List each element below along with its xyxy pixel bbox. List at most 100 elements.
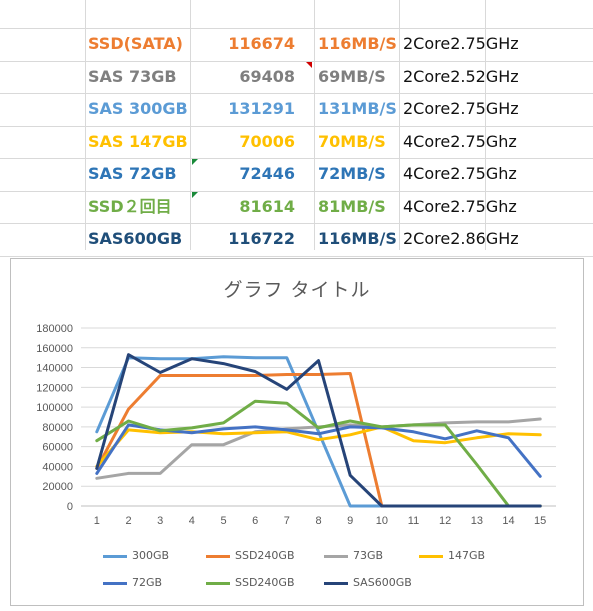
legend-item[interactable]: 300GB <box>103 549 169 563</box>
cpu-cell[interactable]: 4Core2.75Ghz <box>403 164 517 183</box>
grid-row-line <box>0 191 593 192</box>
legend-label: 300GB <box>132 549 170 562</box>
grid-column-line <box>190 0 191 250</box>
score-cell[interactable]: 81614 <box>239 197 295 216</box>
legend-swatch <box>103 554 127 558</box>
y-tick-label: 160000 <box>36 343 73 355</box>
x-tick-label: 14 <box>502 515 514 527</box>
speed-cell[interactable]: 72MB/S <box>318 164 386 183</box>
legend-label: SSD240GB <box>235 549 295 562</box>
speed-cell[interactable]: 116MB/S <box>318 229 397 248</box>
table-row[interactable]: SSD(SATA) 116674 116MB/S 2Core2.75GHz <box>0 28 593 60</box>
grid-row-line <box>0 61 593 62</box>
x-tick-label: 10 <box>376 515 388 527</box>
grid-row-line <box>0 158 593 159</box>
cpu-cell[interactable]: 4Core2.75Ghz <box>403 197 517 216</box>
legend-label: 73GB <box>353 549 384 562</box>
score-cell[interactable]: 69408 <box>239 67 295 86</box>
x-tick-label: 8 <box>315 515 321 527</box>
table-row[interactable]: SAS600GB 116722 116MB/S 2Core2.86GHz <box>0 223 593 255</box>
drive-name-cell[interactable]: SAS 300GB <box>88 99 188 118</box>
grid-column-line <box>314 0 315 250</box>
x-tick-label: 1 <box>94 515 100 527</box>
speed-cell[interactable]: 69MB/S <box>318 67 386 86</box>
drive-name-cell[interactable]: SAS 147GB <box>88 132 188 151</box>
drive-name-cell[interactable]: SSD２回目 <box>88 197 172 216</box>
x-tick-label: 5 <box>220 515 226 527</box>
spreadsheet-area: SSD(SATA) 116674 116MB/S 2Core2.75GHz SAS 73… <box>0 0 593 257</box>
cell-indicator-flag <box>306 62 312 68</box>
y-tick-label: 0 <box>67 501 73 513</box>
grid-row-line <box>0 93 593 94</box>
drive-name-cell[interactable]: SAS 73GB <box>88 67 177 86</box>
legend-label: 147GB <box>448 549 486 562</box>
legend-swatch <box>324 554 348 558</box>
y-tick-label: 60000 <box>42 442 73 454</box>
table-row[interactable]: SAS 147GB 70006 70MB/S 4Core2.75Ghz <box>0 126 593 158</box>
y-tick-label: 140000 <box>36 363 73 375</box>
legend-label: 72GB <box>132 576 163 589</box>
score-cell[interactable]: 131291 <box>228 99 295 118</box>
x-tick-label: 12 <box>439 515 451 527</box>
y-tick-label: 40000 <box>42 461 73 473</box>
grid-row-line <box>0 256 593 257</box>
cpu-cell[interactable]: 2Core2.86GHz <box>403 229 519 248</box>
x-tick-label: 15 <box>534 515 546 527</box>
drive-name-cell[interactable]: SAS 72GB <box>88 164 177 183</box>
x-tick-label: 3 <box>157 515 163 527</box>
legend-item[interactable]: 147GB <box>419 549 485 563</box>
grid-row-line <box>0 223 593 224</box>
speed-cell[interactable]: 131MB/S <box>318 99 397 118</box>
table-row[interactable]: SAS 300GB 131291 131MB/S 2Core2.75GHz <box>0 93 593 125</box>
series-line-5 <box>95 399 542 508</box>
legend-item[interactable]: 73GB <box>324 549 383 563</box>
legend-swatch <box>419 554 443 558</box>
chart-title[interactable]: グラフ タイトル <box>223 279 371 301</box>
legend-swatch <box>206 554 230 558</box>
x-tick-label: 13 <box>471 515 483 527</box>
speed-cell[interactable]: 70MB/S <box>318 132 386 151</box>
legend-item[interactable]: 72GB <box>103 576 162 590</box>
series-line-3 <box>95 425 542 468</box>
drive-name-cell[interactable]: SSD(SATA) <box>88 34 183 53</box>
cpu-cell[interactable]: 2Core2.75GHz <box>403 99 519 118</box>
grid-row-line <box>0 126 593 127</box>
cpu-cell[interactable]: 2Core2.52GHz <box>403 67 519 86</box>
series-line-6 <box>95 353 542 508</box>
grid-column-line <box>399 0 400 250</box>
grid-row-line <box>0 28 593 29</box>
drive-name-cell[interactable]: SAS600GB <box>88 229 183 248</box>
chart-container[interactable]: 0 20000 40000 60000 80000 100000 120000 140000 1… <box>10 258 584 606</box>
table-row[interactable]: SAS 72GB 72446 72MB/S 4Core2.75Ghz <box>0 158 593 190</box>
x-tick-label: 6 <box>252 515 258 527</box>
score-cell[interactable]: 72446 <box>239 164 295 183</box>
table-row[interactable]: SSD２回目 81614 81MB/S 4Core2.75Ghz <box>0 191 593 223</box>
y-tick-label: 180000 <box>36 323 73 335</box>
y-tick-label: 20000 <box>42 481 73 493</box>
line-chart: 0 20000 40000 60000 80000 100000 120000 140000 1… <box>36 323 556 527</box>
legend-item[interactable]: SSD240GB <box>206 576 295 590</box>
y-tick-label: 120000 <box>36 382 73 394</box>
score-cell[interactable]: 70006 <box>239 132 295 151</box>
table-row[interactable]: SAS 73GB 69408 69MB/S 2Core2.52GHz <box>0 61 593 93</box>
x-tick-label: 11 <box>408 515 419 527</box>
chart-legend[interactable]: 300GB SSD240GB 73GB 147GB 72GB SSD240GB SAS600… <box>11 549 583 599</box>
legend-label: SAS600GB <box>353 576 412 589</box>
cpu-cell[interactable]: 4Core2.75Ghz <box>403 132 517 151</box>
legend-item[interactable]: SAS600GB <box>324 576 412 590</box>
x-tick-label: 2 <box>125 515 131 527</box>
cell-indicator-flag <box>192 159 198 165</box>
legend-swatch <box>103 581 127 585</box>
legend-item[interactable]: SSD240GB <box>206 549 295 563</box>
grid-column-line <box>485 0 486 250</box>
score-cell[interactable]: 116722 <box>228 229 295 248</box>
cpu-cell[interactable]: 2Core2.75GHz <box>403 34 519 53</box>
x-tick-label: 7 <box>284 515 290 527</box>
x-tick-label: 9 <box>347 515 353 527</box>
legend-swatch <box>324 581 348 585</box>
score-cell[interactable]: 116674 <box>228 34 295 53</box>
y-tick-label: 80000 <box>42 422 73 434</box>
speed-cell[interactable]: 116MB/S <box>318 34 397 53</box>
speed-cell[interactable]: 81MB/S <box>318 197 386 216</box>
legend-swatch <box>206 581 230 585</box>
